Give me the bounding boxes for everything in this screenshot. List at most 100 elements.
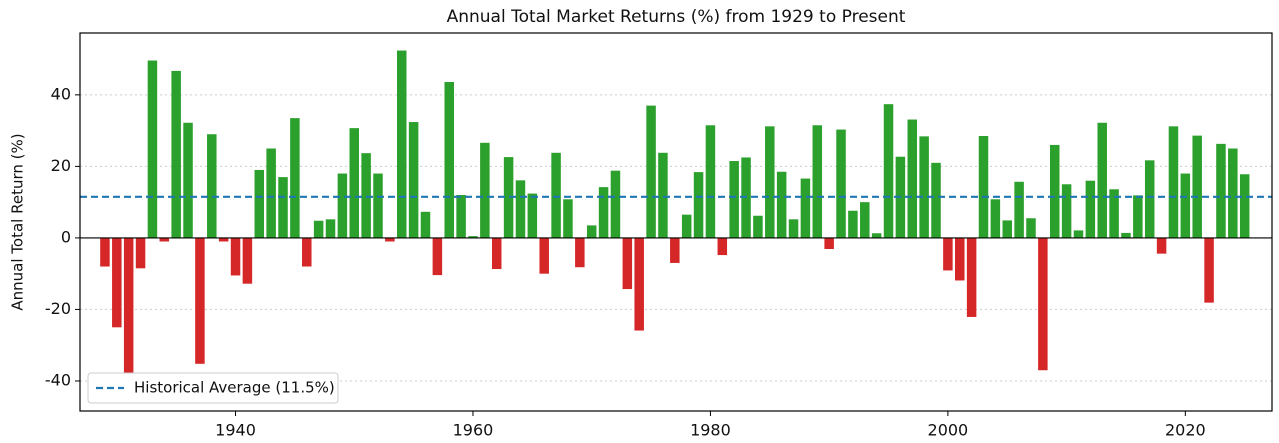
x-tick-label: 1960 (453, 421, 494, 440)
bar (527, 193, 538, 238)
bar (195, 237, 205, 364)
bar (100, 237, 110, 267)
y-tick-label: 20 (51, 156, 71, 175)
bar (919, 136, 929, 238)
y-tick-label: -20 (45, 299, 71, 318)
bar (978, 135, 989, 238)
bar (1156, 237, 1167, 254)
bar (468, 236, 478, 238)
bar (1061, 184, 1072, 238)
bar (1014, 181, 1024, 238)
bar (717, 237, 728, 256)
bar (812, 125, 823, 238)
bar (1168, 126, 1179, 238)
bar (337, 173, 348, 238)
bar (729, 161, 739, 238)
bar (361, 153, 371, 238)
plot-frame (79, 32, 1273, 412)
bar (278, 177, 288, 238)
bar (491, 237, 502, 270)
bar (788, 219, 799, 238)
bar (1002, 220, 1012, 238)
bar (848, 210, 858, 238)
bar (1109, 189, 1119, 238)
bar (1073, 230, 1084, 238)
bar (800, 178, 811, 238)
y-tick-label: 40 (51, 84, 71, 103)
bar (824, 237, 834, 249)
bar (171, 70, 181, 238)
bar (658, 152, 668, 238)
bar (1239, 174, 1250, 238)
legend-box (87, 372, 339, 404)
bar (1228, 148, 1238, 238)
bar (302, 237, 312, 267)
bar (1085, 180, 1096, 238)
bar (147, 60, 158, 238)
bar (539, 237, 549, 274)
chart-title: Annual Total Market Returns (%) from 192… (447, 7, 906, 27)
legend-label: Historical Average (11.5%) (134, 379, 335, 397)
bar (610, 170, 621, 238)
x-tick-label: 1980 (690, 421, 731, 440)
bar (254, 169, 265, 238)
bar (943, 237, 953, 271)
bar (444, 81, 454, 238)
bar (776, 171, 787, 238)
bar (1192, 135, 1202, 238)
bar (586, 225, 597, 238)
bar (670, 237, 680, 263)
bar (931, 162, 941, 238)
bar (1204, 237, 1214, 303)
bar (907, 119, 918, 238)
bar (1216, 143, 1226, 238)
bar (836, 129, 846, 238)
x-tick-label: 1940 (215, 421, 256, 440)
bar (313, 220, 324, 238)
bar (456, 195, 466, 238)
bar (575, 237, 585, 268)
bar (325, 219, 336, 238)
bar (230, 237, 241, 276)
y-tick-label: -40 (45, 370, 71, 389)
bar (290, 118, 300, 238)
bar (266, 148, 276, 238)
bar (871, 233, 882, 238)
bar (1180, 173, 1191, 238)
bar (955, 237, 965, 281)
y-axis-label: Annual Total Return (%) (9, 133, 27, 310)
x-tick-label: 2020 (1165, 421, 1206, 440)
bar (860, 202, 870, 238)
bar (480, 142, 490, 238)
bar (1026, 218, 1036, 238)
bar (765, 126, 775, 238)
bar (990, 199, 1001, 238)
y-tick-label: 0 (61, 227, 71, 246)
bar (883, 104, 894, 238)
bar (1144, 160, 1155, 238)
bar (1097, 122, 1107, 238)
bar (207, 134, 217, 238)
bar (563, 199, 573, 238)
bar (373, 173, 383, 238)
bar (598, 187, 609, 238)
bar (396, 50, 407, 238)
bar (183, 122, 193, 238)
bar (242, 237, 253, 284)
bar (135, 237, 146, 269)
x-tick-label: 2000 (928, 421, 969, 440)
bar (159, 237, 170, 242)
bar (349, 128, 360, 238)
bar (1049, 144, 1060, 238)
bar (551, 152, 561, 238)
bar (622, 237, 633, 290)
bar (1121, 232, 1131, 238)
bar (408, 122, 419, 238)
bar (753, 215, 763, 238)
bar (1038, 237, 1048, 371)
bar (515, 180, 526, 238)
bar (420, 211, 431, 238)
bar (705, 125, 716, 238)
legend: Historical Average (11.5%) (87, 372, 339, 404)
